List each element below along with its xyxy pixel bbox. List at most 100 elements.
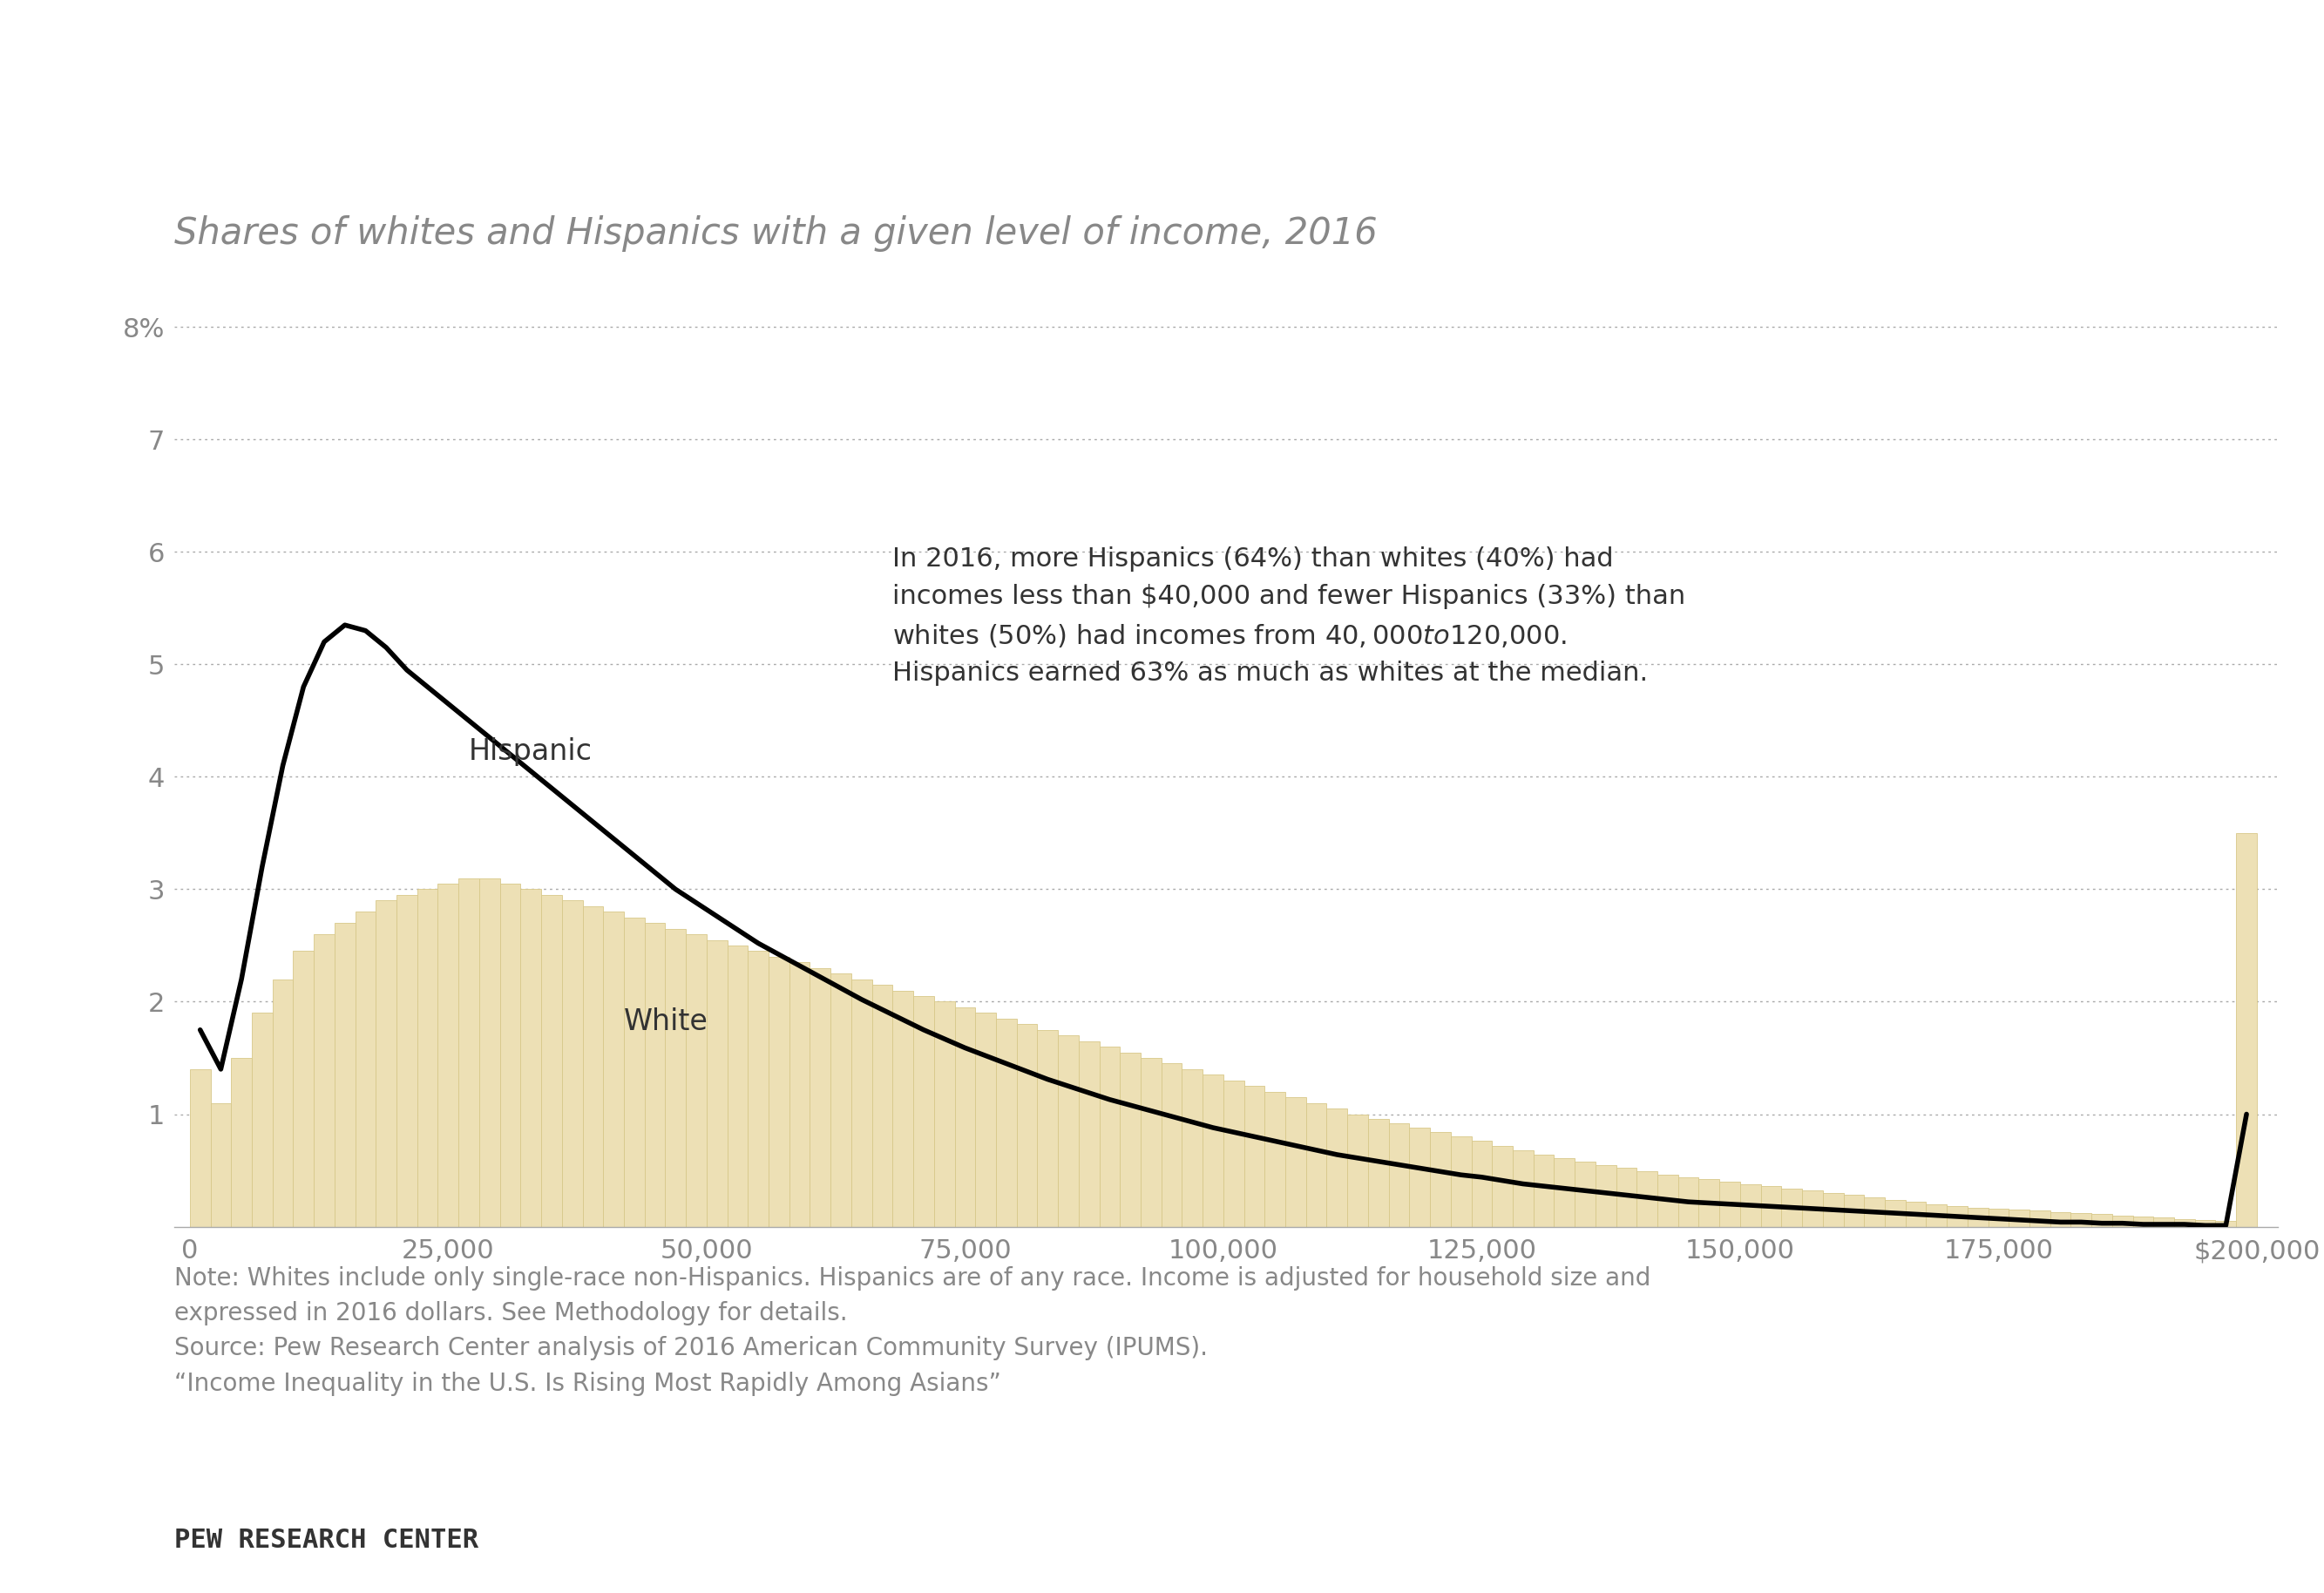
Bar [851, 980, 872, 1227]
Bar [251, 1013, 272, 1227]
Bar [2029, 1211, 2050, 1227]
Bar [2215, 1220, 2236, 1227]
Bar [314, 933, 335, 1227]
Bar [541, 895, 562, 1227]
Text: In 2016, more Hispanics (64%) than whites (40%) had
incomes less than $40,000 an: In 2016, more Hispanics (64%) than white… [892, 546, 1685, 687]
Bar [1078, 1042, 1099, 1227]
Bar [2154, 1217, 2175, 1227]
Bar [1429, 1133, 1450, 1227]
Bar [500, 884, 521, 1227]
Bar [1822, 1193, 1843, 1227]
Bar [562, 900, 583, 1227]
Bar [872, 984, 892, 1227]
Bar [2194, 1220, 2215, 1227]
Bar [1783, 1188, 1801, 1227]
Bar [892, 991, 913, 1227]
Text: Hispanic: Hispanic [469, 738, 593, 766]
Bar [335, 922, 356, 1227]
Bar [1141, 1058, 1162, 1227]
Text: Shares of whites and Hispanics with a given level of income, 2016: Shares of whites and Hispanics with a gi… [174, 215, 1378, 252]
Bar [272, 980, 293, 1227]
Bar [583, 906, 604, 1227]
Bar [1243, 1086, 1264, 1227]
Bar [1492, 1145, 1513, 1227]
Bar [686, 933, 706, 1227]
Bar [1576, 1161, 1594, 1227]
Bar [1801, 1190, 1822, 1227]
Bar [1968, 1207, 1987, 1227]
Bar [665, 929, 686, 1227]
Bar [191, 1069, 211, 1227]
Bar [1555, 1158, 1576, 1227]
Bar [1162, 1064, 1183, 1227]
Bar [1348, 1114, 1369, 1227]
Bar [976, 1013, 997, 1227]
Bar [1369, 1118, 1390, 1227]
Bar [1615, 1168, 1636, 1227]
Bar [1513, 1150, 1534, 1227]
Bar [2175, 1219, 2194, 1227]
Bar [397, 895, 418, 1227]
Bar [830, 973, 851, 1227]
Bar [955, 1007, 976, 1227]
Bar [211, 1102, 230, 1227]
Bar [1885, 1200, 1906, 1227]
Bar [604, 911, 623, 1227]
Bar [1927, 1204, 1948, 1227]
Bar [458, 878, 479, 1227]
Bar [1057, 1035, 1078, 1227]
Bar [1906, 1201, 1927, 1227]
Bar [2236, 833, 2257, 1227]
Bar [1327, 1109, 1348, 1227]
Bar [1864, 1198, 1885, 1227]
Bar [1016, 1024, 1037, 1227]
Bar [230, 1058, 251, 1227]
Bar [748, 951, 769, 1227]
Bar [1450, 1137, 1471, 1227]
Bar [293, 951, 314, 1227]
Bar [623, 918, 644, 1227]
Bar [1037, 1029, 1057, 1227]
Bar [1222, 1080, 1243, 1227]
Bar [1202, 1075, 1222, 1227]
Bar [437, 884, 458, 1227]
Bar [376, 900, 397, 1227]
Bar [1120, 1053, 1141, 1227]
Bar [769, 957, 790, 1227]
Bar [2133, 1217, 2154, 1227]
Bar [418, 889, 437, 1227]
Bar [1678, 1177, 1699, 1227]
Bar [1948, 1206, 1968, 1227]
Bar [1657, 1176, 1678, 1227]
Bar [2092, 1214, 2113, 1227]
Bar [1099, 1047, 1120, 1227]
Text: White: White [623, 1007, 709, 1035]
Bar [1762, 1187, 1783, 1227]
Bar [1471, 1141, 1492, 1227]
Bar [1741, 1184, 1762, 1227]
Bar [1390, 1123, 1408, 1227]
Bar [1306, 1102, 1327, 1227]
Bar [2071, 1214, 2092, 1227]
Bar [790, 962, 811, 1227]
Text: Note: Whites include only single-race non-Hispanics. Hispanics are of any race. : Note: Whites include only single-race no… [174, 1266, 1650, 1395]
Bar [913, 996, 934, 1227]
Bar [1183, 1069, 1202, 1227]
Bar [997, 1018, 1016, 1227]
Bar [1843, 1195, 1864, 1227]
Bar [521, 889, 541, 1227]
Bar [1987, 1209, 2008, 1227]
Bar [811, 969, 830, 1227]
Bar [2008, 1209, 2029, 1227]
Bar [644, 922, 665, 1227]
Bar [1594, 1164, 1615, 1227]
Bar [356, 911, 376, 1227]
Bar [706, 940, 727, 1227]
Bar [1408, 1128, 1429, 1227]
Bar [1699, 1179, 1720, 1227]
Bar [1636, 1171, 1657, 1227]
Bar [727, 946, 748, 1227]
Bar [2113, 1215, 2133, 1227]
Bar [1264, 1091, 1285, 1227]
Bar [934, 1002, 955, 1227]
